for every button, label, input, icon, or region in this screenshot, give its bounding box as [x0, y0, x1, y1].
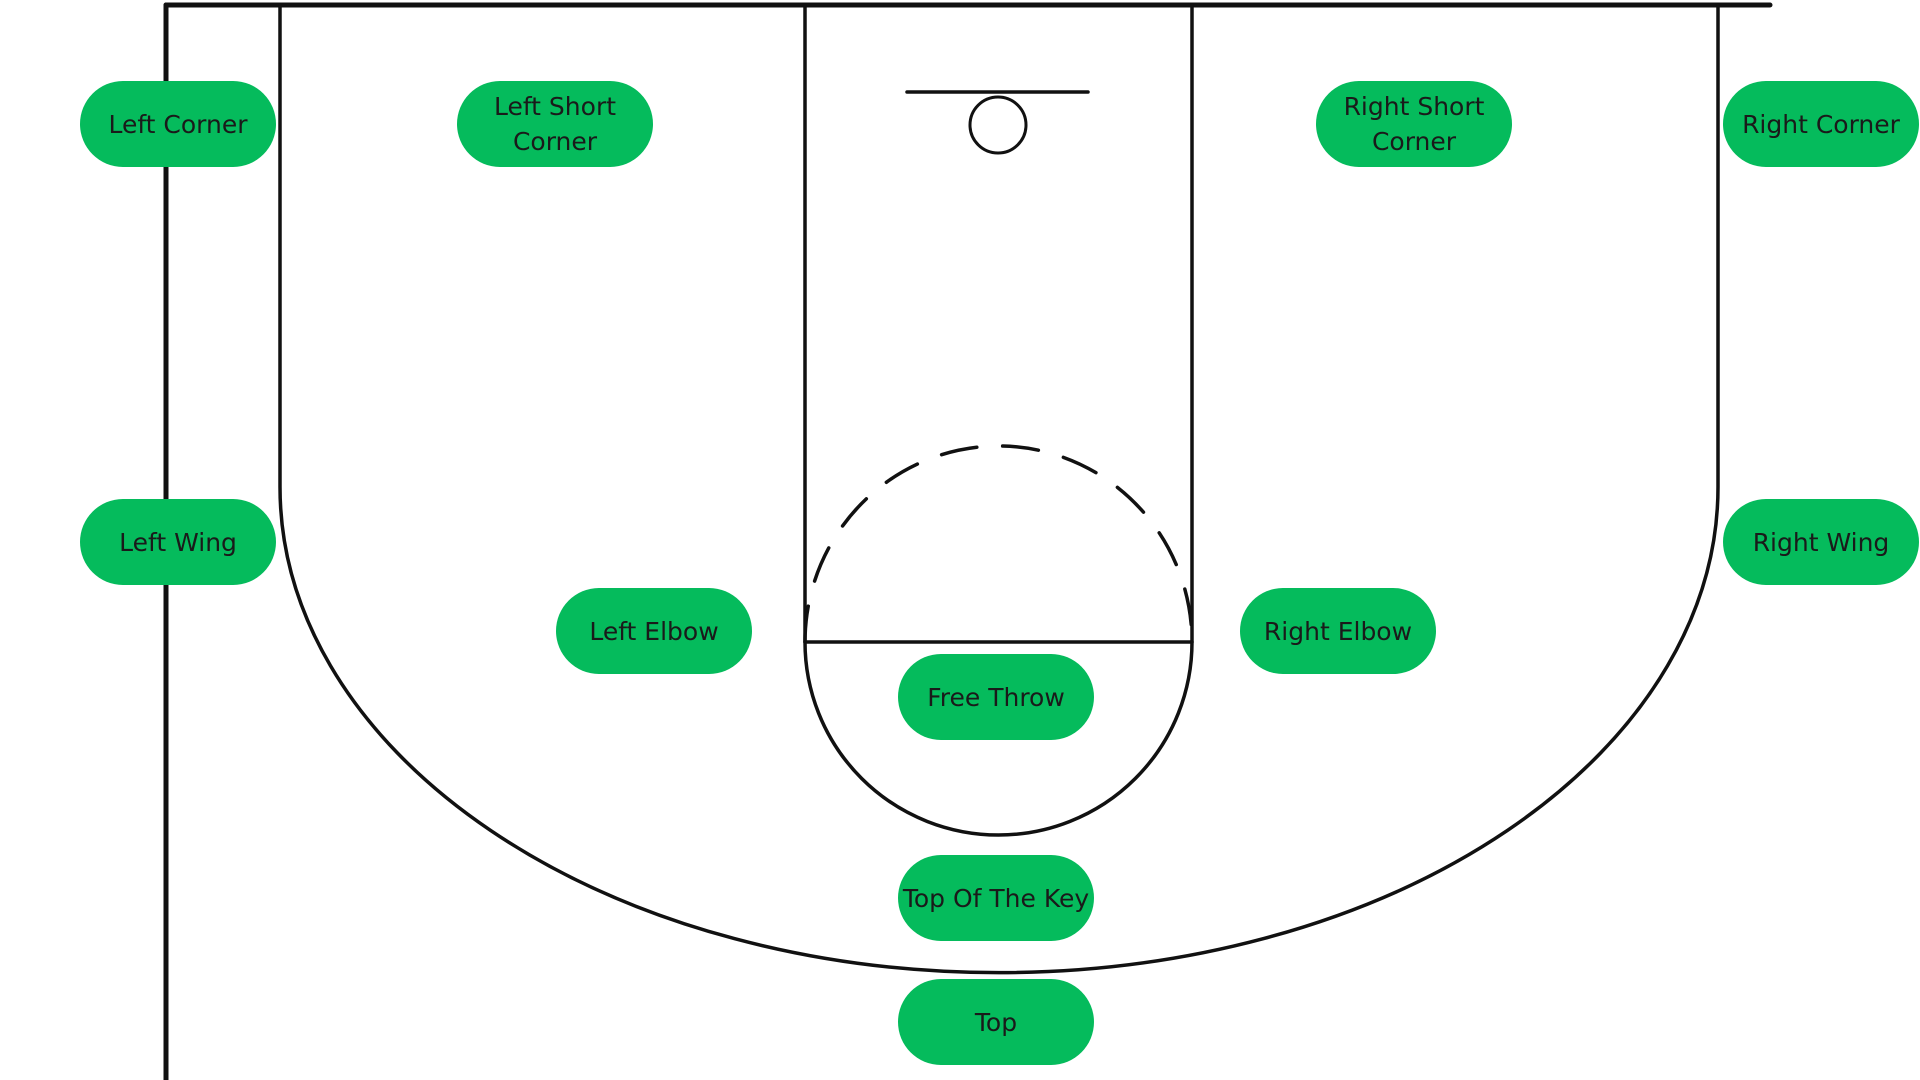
three-point-line [278, 3, 1720, 975]
free-throw-circle-solid [803, 640, 1194, 837]
key-lane [803, 3, 1194, 644]
spot-left-short-corner[interactable]: Left Short Corner [457, 81, 653, 167]
spot-top[interactable]: Top [898, 979, 1094, 1065]
spot-left-corner[interactable]: Left Corner [80, 81, 276, 167]
free-throw-circle-dashed [803, 444, 1194, 644]
spot-top-of-the-key[interactable]: Top Of The Key [898, 855, 1094, 941]
spot-left-wing[interactable]: Left Wing [80, 499, 276, 585]
spot-free-throw[interactable]: Free Throw [898, 654, 1094, 740]
spot-right-corner[interactable]: Right Corner [1723, 81, 1919, 167]
rim [968, 95, 1028, 155]
spot-right-short-corner[interactable]: Right Short Corner [1316, 81, 1512, 167]
spot-right-elbow[interactable]: Right Elbow [1240, 588, 1436, 674]
spot-right-wing[interactable]: Right Wing [1723, 499, 1919, 585]
spot-left-elbow[interactable]: Left Elbow [556, 588, 752, 674]
